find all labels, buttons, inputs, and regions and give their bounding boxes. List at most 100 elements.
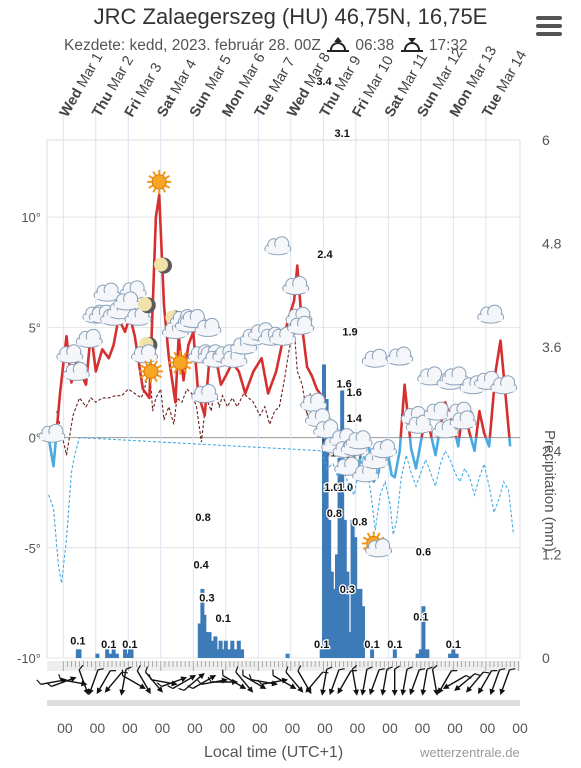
- cloud-icon: [93, 282, 121, 302]
- wind-shaft: [78, 669, 89, 693]
- cloud-icon: [56, 344, 84, 364]
- snowflake: *: [339, 452, 343, 463]
- wind-barb: [351, 664, 358, 670]
- sun-ray: [185, 365, 192, 370]
- wind-arrow: [167, 675, 197, 690]
- wind-arrow: [369, 668, 385, 696]
- hamburger-menu-icon[interactable]: [536, 16, 562, 40]
- cloud-part: [363, 359, 388, 366]
- wind-head: [88, 688, 94, 696]
- cloud-part: [301, 403, 326, 410]
- precip-bar: [334, 554, 339, 658]
- day-date: Mar 1: [74, 50, 106, 90]
- wind-arrow: [400, 666, 413, 696]
- wind-barb: [207, 676, 212, 683]
- cloud-part: [387, 357, 412, 363]
- sun-ray: [152, 187, 157, 193]
- wind-barb: [432, 664, 438, 670]
- x-tick-label: 00: [252, 720, 268, 736]
- wind-head: [69, 676, 77, 683]
- cloud-part: [195, 328, 220, 335]
- wind-head: [96, 687, 103, 695]
- sun-icon: [147, 169, 172, 194]
- cloud-part: [163, 330, 188, 337]
- wind-head: [239, 683, 247, 689]
- wind-barb: [474, 673, 481, 677]
- wind-shaft: [60, 679, 85, 685]
- x-axis-label: Local time (UTC+1): [204, 744, 344, 761]
- wind-shaft: [456, 673, 476, 690]
- wind-barb: [285, 666, 289, 673]
- cloud-part: [95, 293, 120, 300]
- x-tick-label: 00: [447, 720, 463, 736]
- cloud-icon: [365, 538, 393, 558]
- precip-bar: [448, 653, 453, 658]
- wind-head: [400, 689, 407, 696]
- wind-shaft: [235, 671, 252, 691]
- wind-shaft: [161, 677, 185, 688]
- precip-label: 0.6: [416, 547, 431, 559]
- y-tick-label-left: 5°: [29, 320, 41, 335]
- sun-ray: [182, 368, 188, 374]
- wind-arrow: [222, 669, 247, 689]
- wind-head: [442, 683, 450, 689]
- wind-arrow: [437, 670, 458, 695]
- wind-shaft: [272, 674, 295, 689]
- y-tick-label-right: 2.4: [542, 443, 562, 459]
- wind-arrow: [136, 665, 151, 695]
- wind-shaft: [97, 670, 111, 692]
- wind-barb: [242, 669, 244, 676]
- cloud-part: [475, 381, 500, 388]
- cloud-part: [363, 460, 388, 467]
- wind-shaft: [410, 669, 420, 693]
- wind-barb: [366, 666, 373, 670]
- precip-bar: [360, 606, 365, 658]
- wind-barb: [326, 666, 333, 670]
- wind-barb: [36, 679, 42, 685]
- wind-barb: [97, 668, 104, 671]
- precip-bar: [197, 623, 202, 658]
- precip-bar: [114, 653, 119, 658]
- wind-arrow: [351, 664, 359, 696]
- x-tick-label: 00: [90, 720, 106, 736]
- sun-ray: [148, 184, 154, 189]
- wind-head: [391, 690, 398, 696]
- wind-shaft: [431, 669, 438, 693]
- wind-head: [209, 675, 217, 681]
- wind-shaft: [402, 669, 408, 693]
- precip-label: 0.1: [364, 639, 379, 651]
- sun-icon: [168, 350, 193, 375]
- wind-head: [259, 683, 267, 689]
- x-tick-label: 00: [382, 720, 398, 736]
- cloud-part: [114, 301, 139, 308]
- sun-ray: [169, 365, 175, 370]
- precip-bar: [221, 649, 226, 658]
- day-date: Mar 14: [494, 48, 530, 95]
- wind-barb: [167, 685, 174, 690]
- tick-strip: [47, 661, 520, 671]
- wind-arrow: [187, 675, 217, 690]
- wind-shaft: [362, 669, 368, 693]
- wind-arrow: [499, 668, 516, 696]
- cloud-icon: [405, 414, 433, 434]
- wind-arrow: [466, 671, 490, 693]
- cloud-part: [108, 310, 133, 317]
- cloud-part: [181, 319, 206, 326]
- day-date: Mar 4: [168, 57, 200, 97]
- precip-bar: [425, 649, 430, 658]
- day-date: Mar 5: [203, 53, 235, 93]
- cloud-icon: [334, 456, 362, 476]
- wind-shaft: [338, 670, 352, 692]
- cloud-icon: [361, 348, 389, 368]
- y-tick-label-right: 3.6: [542, 339, 562, 355]
- precip-bar: [337, 450, 342, 658]
- cloud-part: [270, 337, 295, 344]
- cloud-part: [425, 412, 450, 419]
- precip-label: 3.1: [335, 128, 350, 140]
- wind-head: [104, 686, 111, 693]
- y-tick-label-left: -10°: [17, 651, 41, 666]
- wind-shaft: [438, 670, 453, 692]
- x-tick-label: 00: [220, 720, 236, 736]
- wind-head: [328, 688, 335, 696]
- cloud-part: [342, 447, 367, 454]
